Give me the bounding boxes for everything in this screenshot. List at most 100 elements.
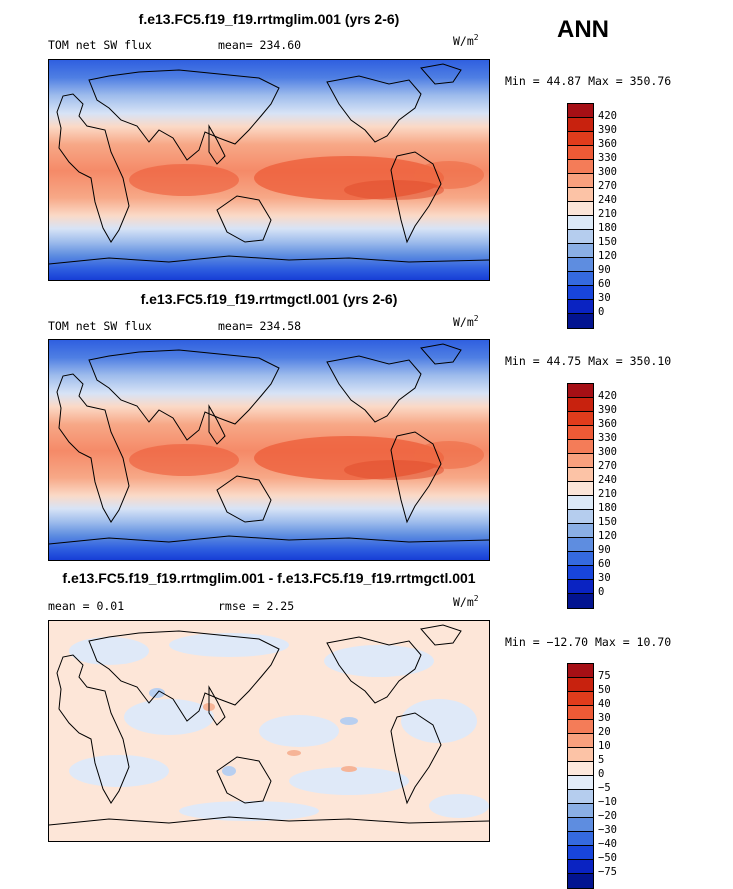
panel-1-south-america: [390, 151, 442, 244]
panel-3-patch: [341, 766, 357, 772]
colorbar-cell: [568, 678, 593, 692]
colorbar-tick-label: −30: [598, 824, 617, 836]
colorbar-tick-label: 150: [598, 236, 617, 248]
colorbar-tick-label: 120: [598, 250, 617, 262]
colorbar-cell: [568, 496, 593, 510]
panel-1-australia: [216, 195, 272, 243]
colorbar-tick-label: −75: [598, 866, 617, 878]
colorbar-tick-label: 5: [598, 754, 605, 766]
colorbar-tick-label: 210: [598, 488, 617, 500]
colorbar-cell: [568, 118, 593, 132]
panel-3-rmse-label: rmse = 2.25: [218, 599, 295, 613]
colorbar-cell: [568, 230, 593, 244]
panel-2-africa: [56, 373, 130, 523]
colorbar-tick-label: 150: [598, 516, 617, 528]
panel-3-patch: [124, 699, 214, 735]
panel-3-patch: [69, 637, 149, 665]
colorbar-tick-label: −20: [598, 810, 617, 822]
panel-3-patch: [401, 699, 477, 743]
colorbar-tick-label: 75: [598, 670, 611, 682]
panel-3-map: [48, 620, 490, 842]
panel-3-patch: [429, 794, 489, 818]
colorbar-tick-label: 120: [598, 530, 617, 542]
panel-3-patch: [222, 766, 236, 776]
colorbar-tick-label: 420: [598, 110, 617, 122]
colorbar-cell: [568, 832, 593, 846]
panel-3-africa: [56, 654, 130, 804]
panel-2-mean-label: mean= 234.58: [218, 319, 302, 333]
colorbar-tick-label: 180: [598, 222, 617, 234]
panel-1-north-america: [326, 75, 422, 143]
colorbar-cell: [568, 874, 593, 888]
colorbar-cell: [568, 132, 593, 146]
colorbar-tick-label: −50: [598, 852, 617, 864]
panel-1-africa: [56, 93, 130, 243]
panel-3-mean-label: mean = 0.01: [48, 599, 125, 613]
colorbar-cell: [568, 398, 593, 412]
panel-2-se-asia: [208, 404, 226, 445]
colorbar-tick-label: −5: [598, 782, 611, 794]
panel-3-patch: [289, 767, 409, 795]
colorbar-cell: [568, 440, 593, 454]
colorbar-tick-label: 420: [598, 390, 617, 402]
panel-2-map-svg: [49, 340, 489, 560]
panel-3-positive-strong: [203, 703, 357, 772]
colorbar-tick-label: 60: [598, 558, 611, 570]
panel-2-south-america: [390, 431, 442, 524]
panel-2-atlantic-max: [414, 441, 484, 469]
colorbar-cell: [568, 818, 593, 832]
colorbar-tick-label: 180: [598, 502, 617, 514]
colorbar-cell: [568, 258, 593, 272]
colorbar-tick-label: 390: [598, 124, 617, 136]
panel-1-pacific-band: [344, 180, 444, 200]
panel-2-north-america: [326, 355, 422, 423]
colorbar-tick-label: 40: [598, 698, 611, 710]
colorbar-cell: [568, 314, 593, 328]
panel-2-eurasia: [88, 349, 280, 441]
panel-1-coastlines: [49, 63, 489, 265]
colorbar-tick-label: 20: [598, 726, 611, 738]
colorbar-tick-label: 240: [598, 194, 617, 206]
panel-1-eurasia: [88, 69, 280, 161]
panel-3-title: f.e13.FC5.f19_f19.rrtmglim.001 - f.e13.F…: [62, 570, 476, 586]
colorbar-tick-label: 330: [598, 432, 617, 444]
colorbar-tick-label: 0: [598, 768, 605, 780]
colorbar-tick-label: 30: [598, 572, 611, 584]
colorbar-tick-label: 60: [598, 278, 611, 290]
panel-2-units: W/m2: [453, 314, 479, 329]
panel-2-indian-max: [129, 444, 239, 476]
colorbar-cell: [568, 790, 593, 804]
panel-2-greenland: [420, 343, 462, 365]
colorbar-cell: [568, 272, 593, 286]
season-label: ANN: [557, 16, 609, 43]
panel-3-se-asia: [208, 685, 226, 726]
panel-3-australia: [216, 756, 272, 804]
panel-1-mean-label: mean= 234.60: [218, 38, 302, 52]
colorbar-tick-label: 240: [598, 474, 617, 486]
colorbar-tick-label: 0: [598, 306, 605, 318]
colorbar-cell: [568, 566, 593, 580]
colorbar-tick-label: −40: [598, 838, 617, 850]
colorbar-cell: [568, 664, 593, 678]
panel-2-variable-label: TOM net SW flux: [48, 319, 152, 333]
panel-1-units: W/m2: [453, 33, 479, 48]
colorbar-tick-label: 270: [598, 180, 617, 192]
colorbar-cell: [568, 748, 593, 762]
colorbar-tick-label: 300: [598, 166, 617, 178]
panel-2-minmax: Min = 44.75 Max = 350.10: [505, 354, 672, 368]
panel-1-indian-max: [129, 164, 239, 196]
panel-1-colorbar: [567, 103, 594, 329]
colorbar-cell: [568, 804, 593, 818]
panel-3-antarctica: [49, 816, 489, 826]
panel-3-negative-patches: [69, 633, 489, 821]
colorbar-tick-label: 390: [598, 404, 617, 416]
panel-3-patch: [259, 715, 339, 747]
colorbar-cell: [568, 468, 593, 482]
colorbar-cell: [568, 720, 593, 734]
colorbar-cell: [568, 104, 593, 118]
colorbar-cell: [568, 594, 593, 608]
colorbar-tick-label: 210: [598, 208, 617, 220]
colorbar-cell: [568, 286, 593, 300]
colorbar-cell: [568, 426, 593, 440]
colorbar-tick-label: 50: [598, 684, 611, 696]
